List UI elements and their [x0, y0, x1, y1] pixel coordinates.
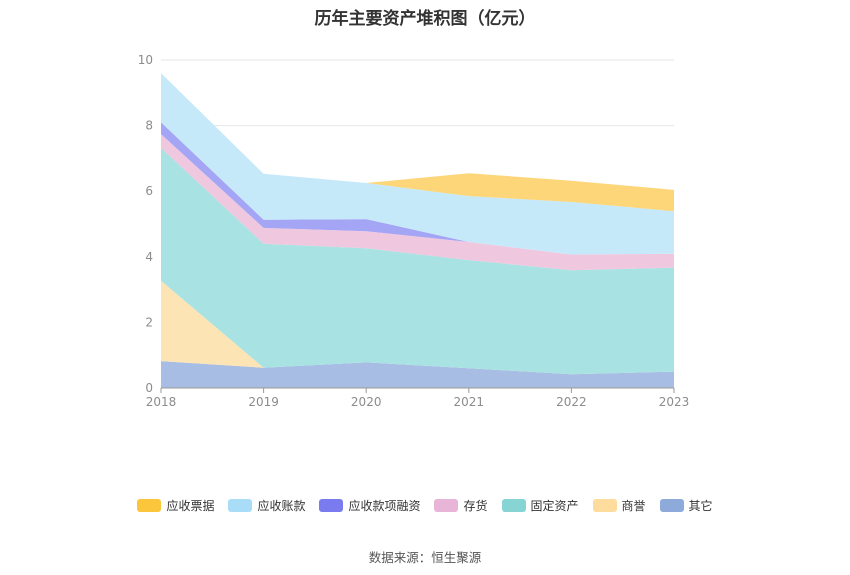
area-series-5: [161, 122, 674, 255]
area-series-1: [161, 361, 674, 388]
x-tick-label: 2020: [351, 395, 382, 409]
legend-label: 应收账款: [257, 499, 306, 513]
legend-swatch: [434, 499, 459, 512]
x-tick-label: 2019: [248, 395, 279, 409]
chart-title: 历年主要资产堆积图（亿元）: [314, 9, 536, 29]
area-series-4: [161, 134, 674, 271]
legend-swatch: [659, 499, 684, 512]
x-tick-label: 2022: [556, 395, 587, 409]
legend-label: 商誉: [621, 499, 646, 513]
y-tick-label: 8: [145, 119, 153, 133]
legend-item[interactable]: 固定资产: [501, 497, 579, 514]
legend-label: 应收票据: [166, 499, 215, 513]
legend-item[interactable]: 应收账款: [228, 497, 305, 514]
area-series-3: [161, 147, 674, 375]
y-tick-label: 4: [145, 250, 153, 264]
legend-label: 存货: [463, 499, 488, 513]
legend-swatch: [592, 499, 617, 512]
legend-item[interactable]: 应收款项融资: [319, 497, 420, 514]
data-source-note: 数据来源：恒生聚源: [368, 550, 482, 565]
legend-swatch: [501, 499, 526, 512]
legend-label: 固定资产: [530, 499, 579, 513]
legend-item[interactable]: 应收票据: [137, 497, 214, 514]
legend-swatch: [319, 499, 344, 512]
legend-label: 应收款项融资: [348, 499, 421, 513]
chart-legend: 应收票据 应收账款 应收款项融资 存货 固定资产 商誉 其它: [0, 497, 850, 514]
legend-swatch: [137, 499, 162, 512]
legend-item[interactable]: 商誉: [592, 497, 646, 514]
legend-item[interactable]: 其它: [659, 497, 713, 514]
x-tick-label: 2018: [146, 395, 177, 409]
legend-item[interactable]: 存货: [434, 497, 488, 514]
x-tick-label: 2021: [454, 395, 485, 409]
y-tick-label: 10: [138, 53, 153, 67]
area-series-7: [161, 73, 674, 212]
legend-label: 其它: [688, 499, 713, 513]
x-tick-label: 2023: [659, 395, 690, 409]
y-tick-label: 2: [145, 315, 153, 329]
legend-swatch: [228, 499, 253, 512]
y-tick-label: 0: [145, 381, 153, 395]
y-tick-label: 6: [145, 184, 153, 198]
area-series-6: [161, 73, 674, 255]
